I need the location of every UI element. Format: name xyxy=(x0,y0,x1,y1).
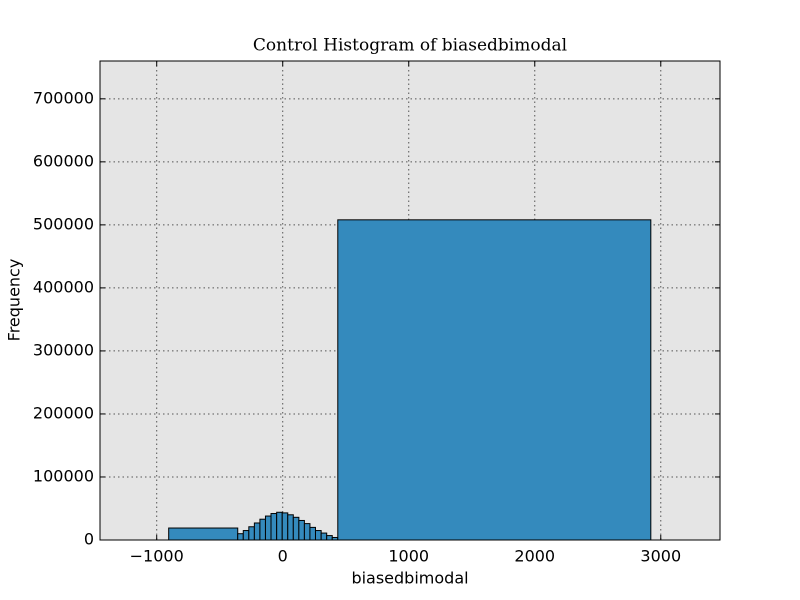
bar xyxy=(287,514,294,541)
plot-frame xyxy=(99,60,721,541)
bar xyxy=(270,513,278,541)
bar xyxy=(298,519,305,541)
bar xyxy=(320,532,328,541)
bar xyxy=(264,515,272,541)
bar xyxy=(259,518,266,541)
x-tick-label: 0 xyxy=(278,547,288,566)
bar xyxy=(326,535,333,541)
y-tick-label: 700000 xyxy=(33,88,94,107)
bar xyxy=(237,533,244,541)
bar xyxy=(281,512,289,541)
chart-title: Control Histogram of biasedbimodal xyxy=(253,36,567,56)
y-tick-label: 400000 xyxy=(33,277,94,296)
bar xyxy=(276,511,283,541)
y-tick-label: 100000 xyxy=(33,466,94,485)
y-tick-label: 300000 xyxy=(33,340,94,359)
y-tick-label: 500000 xyxy=(33,214,94,233)
x-tick-label: −1000 xyxy=(130,547,184,566)
bar xyxy=(337,219,652,541)
y-tick-label: 600000 xyxy=(33,151,94,170)
bar xyxy=(314,530,322,541)
x-tick-label: 2000 xyxy=(514,547,555,566)
bar xyxy=(242,530,250,541)
bar xyxy=(303,523,311,541)
y-tick-label: 200000 xyxy=(33,403,94,422)
bar xyxy=(292,516,300,541)
bar xyxy=(168,527,239,541)
x-tick-label: 1000 xyxy=(388,547,429,566)
x-tick-label: 3000 xyxy=(640,547,681,566)
bar xyxy=(248,526,255,541)
x-axis-label: biasedbimodal xyxy=(351,569,468,588)
bar xyxy=(309,526,316,541)
bar xyxy=(253,522,261,541)
y-axis-label: Frequency xyxy=(5,259,24,342)
y-tick-label: 0 xyxy=(84,530,94,549)
